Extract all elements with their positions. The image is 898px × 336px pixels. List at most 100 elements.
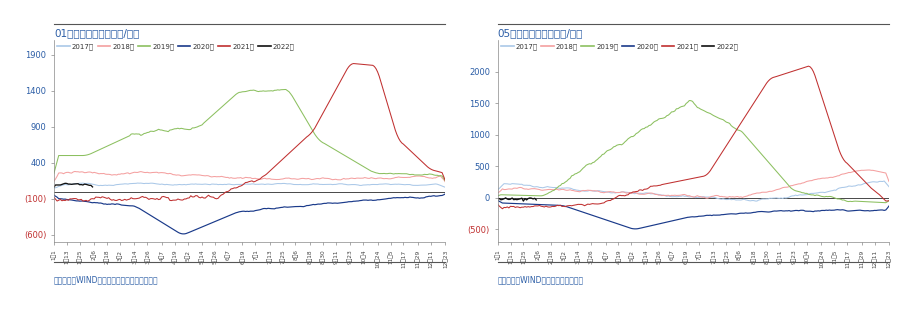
2017年	[132, 181, 143, 185]
Legend: 2017年, 2018年, 2019年, 2020年, 2021年, 2022年: 2017年, 2018年, 2019年, 2020年, 2021年, 2022年	[501, 44, 738, 50]
2020年	[663, 220, 674, 224]
2019年	[684, 98, 695, 102]
2021年	[803, 64, 814, 68]
2017年	[492, 187, 503, 192]
2021年	[821, 108, 832, 112]
2020年	[776, 209, 787, 213]
2019年	[208, 113, 219, 117]
Line: 2017年: 2017年	[54, 183, 445, 188]
2019年	[48, 171, 59, 175]
Line: 2021年: 2021年	[54, 64, 445, 201]
2017年	[209, 182, 220, 186]
2020年	[48, 193, 59, 197]
2019年	[361, 166, 372, 170]
2019年	[819, 195, 830, 199]
2018年	[776, 186, 787, 190]
2018年	[440, 180, 451, 184]
2018年	[819, 176, 830, 180]
2018年	[332, 178, 343, 182]
Line: 2017年: 2017年	[497, 181, 889, 201]
2017年	[652, 192, 663, 196]
2018年	[219, 175, 230, 179]
2019年	[280, 87, 291, 91]
Line: 2018年: 2018年	[54, 171, 445, 182]
2017年	[219, 182, 230, 186]
Line: 2019年: 2019年	[497, 100, 889, 203]
2020年	[177, 232, 188, 236]
2021年	[209, 196, 220, 200]
2021年	[332, 85, 343, 89]
2021年	[497, 207, 508, 211]
2021年	[884, 199, 894, 203]
2017年	[379, 182, 390, 186]
2021年	[663, 181, 674, 185]
2017年	[752, 199, 762, 203]
2020年	[440, 192, 451, 196]
2019年	[440, 179, 451, 183]
2019年	[332, 149, 343, 153]
2022年	[492, 197, 503, 201]
2020年	[654, 222, 665, 226]
2018年	[661, 194, 672, 198]
2021年	[440, 178, 451, 182]
2019年	[375, 172, 386, 176]
2019年	[884, 199, 894, 203]
2017年	[805, 192, 815, 196]
2017年	[661, 194, 672, 198]
Text: 01基差季节性图示（元/吨）: 01基差季节性图示（元/吨）	[54, 28, 139, 38]
2021年	[83, 199, 93, 203]
2022年	[48, 185, 59, 189]
2021年	[776, 73, 787, 77]
2020年	[819, 208, 830, 212]
2019年	[217, 104, 228, 108]
2020年	[379, 197, 390, 201]
2021年	[348, 61, 359, 66]
2017年	[440, 185, 451, 189]
2020年	[209, 219, 220, 223]
2020年	[805, 209, 815, 213]
Line: 2019年: 2019年	[54, 89, 445, 181]
2021年	[492, 202, 503, 206]
2018年	[701, 196, 712, 200]
2019年	[776, 175, 787, 179]
2020年	[219, 215, 230, 219]
Line: 2022年: 2022年	[497, 198, 536, 201]
2019年	[492, 194, 503, 198]
2019年	[661, 114, 672, 118]
2019年	[805, 193, 815, 197]
Line: 2021年: 2021年	[497, 66, 889, 209]
2018年	[379, 177, 390, 181]
2017年	[819, 191, 830, 195]
2018年	[863, 168, 874, 172]
2021年	[824, 118, 835, 122]
2018年	[209, 174, 220, 178]
Line: 2020年: 2020年	[497, 200, 889, 229]
2017年	[48, 186, 59, 190]
2017年	[879, 179, 890, 183]
2019年	[880, 201, 891, 205]
2018年	[652, 193, 663, 197]
2017年	[884, 185, 894, 189]
2017年	[375, 182, 386, 186]
2020年	[492, 198, 503, 202]
2020年	[629, 227, 640, 231]
Legend: 2017年, 2018年, 2019年, 2020年, 2021年, 2022年: 2017年, 2018年, 2019年, 2020年, 2021年, 2022年	[57, 44, 295, 50]
2021年	[363, 63, 374, 67]
2020年	[823, 208, 833, 212]
2017年	[776, 196, 787, 200]
Text: 05基差季节性图示（元/吨）: 05基差季节性图示（元/吨）	[497, 28, 583, 38]
2019年	[652, 118, 663, 122]
2019年	[823, 195, 833, 199]
2017年	[823, 190, 833, 194]
2021年	[380, 96, 391, 100]
2018年	[823, 176, 833, 180]
2017年	[332, 182, 343, 186]
2021年	[377, 85, 388, 89]
2020年	[884, 204, 894, 208]
2018年	[492, 191, 503, 195]
2017年	[361, 183, 372, 187]
2020年	[375, 198, 386, 202]
2018年	[48, 179, 59, 183]
Text: 资料来源：WIND，五矿期货研究中心: 资料来源：WIND，五矿期货研究中心	[497, 276, 584, 285]
Text: 资料来源：WIND、郑商所，五矿期货研究中心: 资料来源：WIND、郑商所，五矿期货研究中心	[54, 276, 159, 285]
